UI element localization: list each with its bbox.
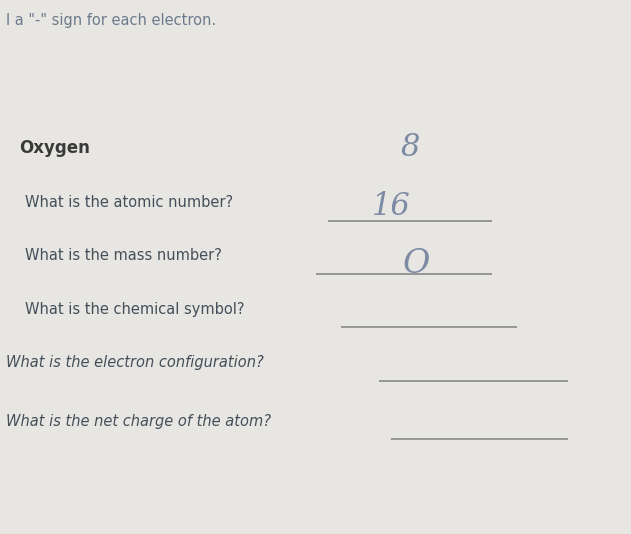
Text: What is the electron configuration?: What is the electron configuration? [6,355,264,370]
Text: What is the atomic number?: What is the atomic number? [25,195,233,210]
Text: What is the mass number?: What is the mass number? [25,248,222,263]
Text: What is the net charge of the atom?: What is the net charge of the atom? [6,414,271,429]
Text: l a "-" sign for each electron.: l a "-" sign for each electron. [6,13,216,28]
Text: 8: 8 [401,132,420,163]
Text: 16: 16 [372,191,411,222]
Text: Oxygen: Oxygen [19,139,90,157]
Text: What is the chemical symbol?: What is the chemical symbol? [25,302,245,317]
Text: O: O [403,248,430,280]
